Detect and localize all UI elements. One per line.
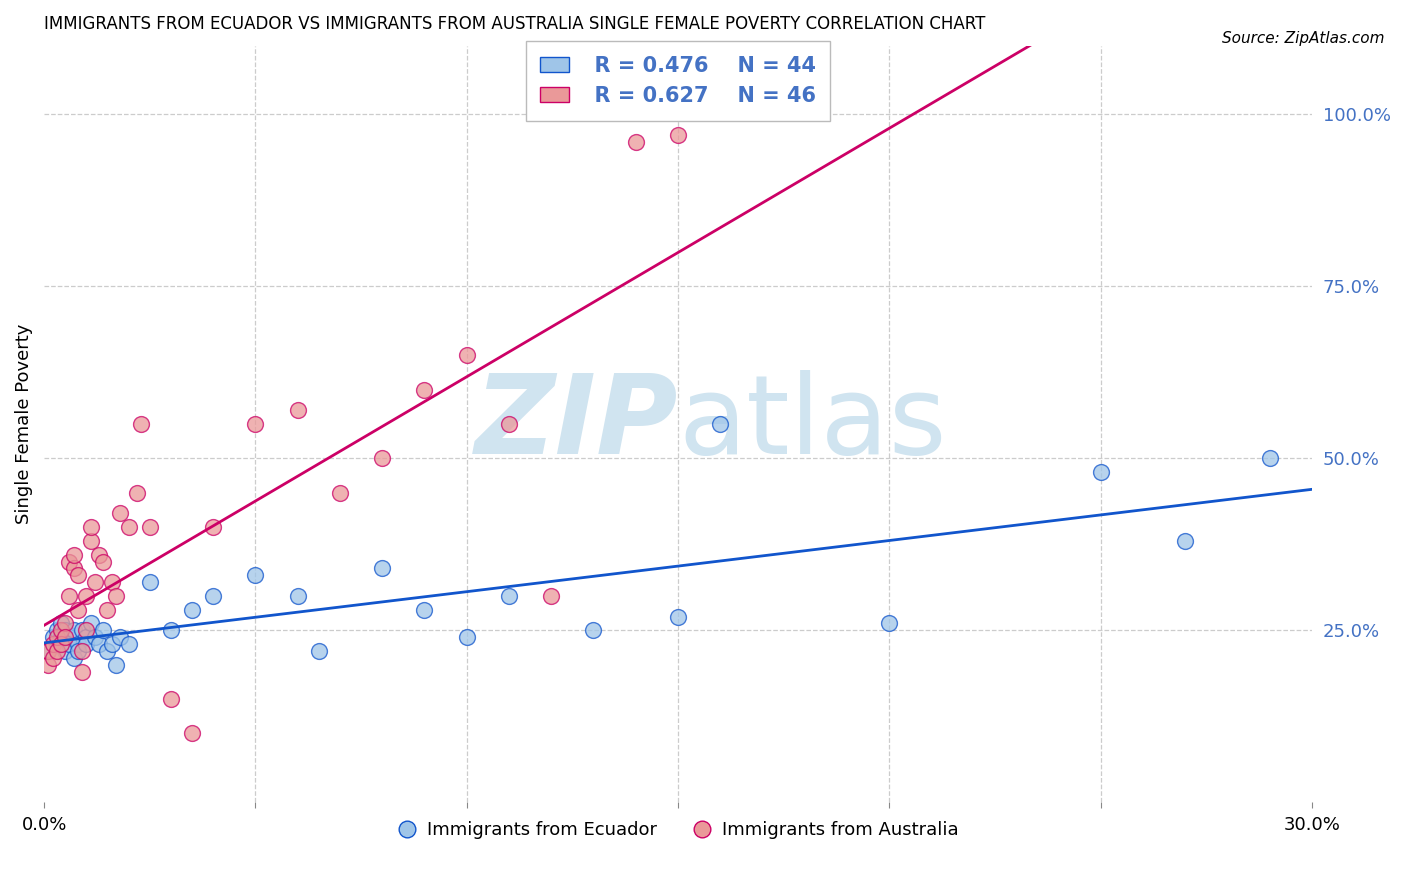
- Point: [70, 624, 93, 638]
- Point: [83, 575, 105, 590]
- Point: [87, 637, 110, 651]
- Point: [498, 417, 520, 431]
- Point: [139, 520, 162, 534]
- Point: [540, 589, 562, 603]
- Point: [96, 644, 118, 658]
- Point: [49, 616, 72, 631]
- Point: [104, 589, 127, 603]
- Point: [53, 630, 76, 644]
- Point: [1258, 451, 1281, 466]
- Point: [62, 561, 84, 575]
- Point: [666, 128, 689, 142]
- Point: [709, 417, 731, 431]
- Point: [371, 561, 394, 575]
- Point: [139, 575, 162, 590]
- Point: [329, 485, 352, 500]
- Point: [1174, 533, 1197, 548]
- Point: [666, 609, 689, 624]
- Point: [58, 637, 80, 651]
- Point: [131, 417, 153, 431]
- Point: [58, 555, 80, 569]
- Point: [160, 624, 183, 638]
- Point: [66, 602, 89, 616]
- Text: Source: ZipAtlas.com: Source: ZipAtlas.com: [1222, 31, 1385, 46]
- Point: [79, 520, 101, 534]
- Point: [202, 520, 225, 534]
- Point: [70, 644, 93, 658]
- Point: [75, 624, 97, 638]
- Point: [79, 616, 101, 631]
- Point: [87, 548, 110, 562]
- Point: [117, 520, 139, 534]
- Point: [456, 630, 478, 644]
- Point: [287, 403, 309, 417]
- Point: [75, 589, 97, 603]
- Point: [66, 644, 89, 658]
- Point: [53, 624, 76, 638]
- Point: [108, 630, 131, 644]
- Point: [79, 533, 101, 548]
- Point: [58, 630, 80, 644]
- Point: [202, 589, 225, 603]
- Point: [413, 383, 436, 397]
- Point: [37, 644, 59, 658]
- Point: [91, 624, 114, 638]
- Point: [41, 630, 63, 644]
- Point: [456, 348, 478, 362]
- Point: [41, 637, 63, 651]
- Point: [100, 637, 122, 651]
- Point: [66, 637, 89, 651]
- Text: ZIP: ZIP: [474, 370, 678, 477]
- Point: [75, 630, 97, 644]
- Point: [308, 644, 330, 658]
- Point: [37, 644, 59, 658]
- Point: [58, 589, 80, 603]
- Point: [53, 644, 76, 658]
- Text: IMMIGRANTS FROM ECUADOR VS IMMIGRANTS FROM AUSTRALIA SINGLE FEMALE POVERTY CORRE: IMMIGRANTS FROM ECUADOR VS IMMIGRANTS FR…: [44, 15, 986, 33]
- Point: [91, 555, 114, 569]
- Point: [1090, 465, 1112, 479]
- Point: [582, 624, 605, 638]
- Point: [181, 726, 204, 740]
- Point: [37, 657, 59, 672]
- Point: [96, 602, 118, 616]
- Point: [45, 624, 67, 638]
- Point: [45, 637, 67, 651]
- Point: [66, 568, 89, 582]
- Point: [62, 548, 84, 562]
- Point: [245, 568, 267, 582]
- Point: [100, 575, 122, 590]
- Point: [413, 602, 436, 616]
- Point: [117, 637, 139, 651]
- Point: [49, 630, 72, 644]
- Point: [879, 616, 901, 631]
- Point: [62, 624, 84, 638]
- Point: [160, 692, 183, 706]
- Point: [624, 135, 647, 149]
- Point: [70, 665, 93, 679]
- Legend: Immigrants from Ecuador, Immigrants from Australia: Immigrants from Ecuador, Immigrants from…: [391, 814, 966, 847]
- Point: [245, 417, 267, 431]
- Y-axis label: Single Female Poverty: Single Female Poverty: [15, 324, 32, 524]
- Point: [108, 507, 131, 521]
- Point: [371, 451, 394, 466]
- Point: [287, 589, 309, 603]
- Point: [62, 650, 84, 665]
- Point: [49, 624, 72, 638]
- Text: atlas: atlas: [678, 370, 946, 477]
- Point: [181, 602, 204, 616]
- Point: [83, 630, 105, 644]
- Point: [49, 637, 72, 651]
- Point: [498, 589, 520, 603]
- Point: [75, 637, 97, 651]
- Point: [45, 630, 67, 644]
- Point: [45, 644, 67, 658]
- Point: [53, 616, 76, 631]
- Point: [41, 650, 63, 665]
- Point: [125, 485, 148, 500]
- Point: [104, 657, 127, 672]
